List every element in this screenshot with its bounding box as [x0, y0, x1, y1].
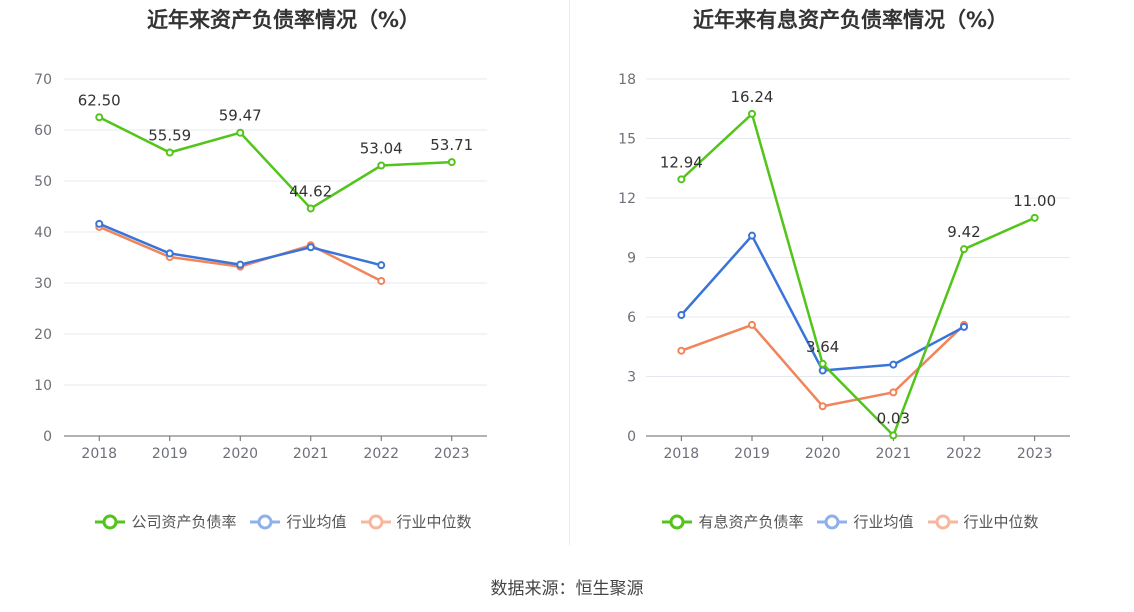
- y-tick-label: 0: [43, 429, 52, 445]
- legend-line-circle-icon: [360, 514, 391, 529]
- data-label: 55.59: [148, 126, 191, 144]
- series-line: [680, 112, 1036, 437]
- data-label: 9.42: [947, 223, 980, 241]
- data-label: 59.47: [219, 107, 262, 125]
- legend-line-circle-icon: [95, 514, 126, 529]
- data-label: 53.71: [430, 136, 473, 154]
- legend-item-industry-mean[interactable]: 行业均值: [817, 511, 914, 532]
- x-tick-label: 2018: [664, 446, 700, 462]
- x-tick-label: 2022: [946, 446, 982, 462]
- x-tick-label: 2021: [293, 446, 329, 462]
- data-point: [165, 249, 174, 258]
- legend-line-circle-icon: [662, 514, 693, 529]
- data-point: [306, 204, 315, 213]
- x-tick-label: 2023: [1017, 446, 1053, 462]
- y-tick-label: 15: [618, 132, 636, 148]
- data-point: [95, 219, 104, 228]
- data-point: [677, 311, 686, 320]
- data-source-footer: 数据来源：恒生聚源: [490, 579, 644, 599]
- data-point: [447, 158, 456, 167]
- chart-title: 近年来有息资产负债率情况（%）: [692, 8, 1009, 32]
- x-tick-label: 2020: [222, 446, 258, 462]
- legend: 有息资产负债率 行业均值 行业中位数: [567, 511, 1134, 532]
- data-point: [748, 320, 756, 329]
- x-tick-label: 2022: [363, 446, 399, 462]
- legend-label: 行业中位数: [396, 513, 472, 531]
- y-tick-label: 30: [34, 276, 52, 292]
- legend-item-interest-debt[interactable]: 有息资产负债率: [662, 511, 803, 532]
- data-label: 11.00: [1013, 192, 1056, 210]
- y-tick-label: 0: [627, 429, 636, 445]
- data-point: [818, 366, 827, 375]
- x-tick-label: 2023: [434, 446, 470, 462]
- legend-item-company[interactable]: 公司资产负债率: [95, 511, 236, 532]
- legend-item-industry-median[interactable]: 行业中位数: [360, 511, 472, 532]
- legend-item-industry-mean[interactable]: 行业均值: [250, 511, 347, 532]
- data-point: [889, 431, 898, 440]
- legend-label: 有息资产负债率: [698, 513, 804, 531]
- y-tick-label: 9: [627, 251, 636, 267]
- y-tick-label: 60: [34, 123, 52, 139]
- x-tick-label: 2019: [734, 446, 770, 462]
- legend: 公司资产负债率 行业均值 行业中位数: [0, 511, 567, 532]
- data-point: [377, 261, 386, 270]
- data-point: [748, 109, 756, 118]
- legend-label: 行业中位数: [963, 513, 1039, 531]
- y-tick-label: 3: [627, 370, 636, 386]
- data-label: 44.62: [289, 182, 332, 200]
- legend-line-circle-icon: [250, 514, 281, 529]
- data-point: [165, 148, 174, 157]
- data-point: [95, 113, 104, 122]
- y-tick-label: 6: [627, 310, 636, 326]
- y-tick-label: 18: [618, 72, 636, 88]
- legend-item-industry-median[interactable]: 行业中位数: [927, 511, 1039, 532]
- data-point: [960, 245, 968, 254]
- y-tick-label: 10: [34, 378, 52, 394]
- data-point: [889, 360, 898, 369]
- chart-panel-debt-ratio: 近年来资产负债率情况（%） 0 10 20 30 40 50 60 70 2018 2019 202…: [0, 0, 567, 560]
- data-point: [818, 359, 827, 368]
- data-point: [236, 128, 245, 137]
- legend-label: 行业均值: [286, 513, 347, 531]
- data-point: [1030, 213, 1039, 222]
- chart-title: 近年来资产负债率情况（%）: [146, 8, 421, 32]
- legend-label: 公司资产负债率: [131, 513, 237, 531]
- x-tick-label: 2019: [152, 446, 188, 462]
- y-tick-label: 50: [34, 174, 52, 190]
- data-label: 3.64: [806, 338, 839, 356]
- data-point: [377, 276, 386, 285]
- data-point: [306, 243, 315, 252]
- legend-label: 行业均值: [853, 513, 914, 531]
- data-point: [818, 402, 827, 411]
- data-label: 53.04: [360, 139, 403, 157]
- data-point: [236, 260, 245, 269]
- series-line: [98, 116, 452, 210]
- chart-panel-interest-debt-ratio: 近年来有息资产负债率情况（%） 0 3 6 9 12 15 18 2018 2019 2020 20…: [567, 0, 1134, 560]
- y-tick-label: 70: [34, 72, 52, 88]
- data-label: 12.94: [660, 153, 703, 171]
- x-tick-label: 2020: [805, 446, 841, 462]
- chart-plot-interest-debt-ratio: 0 3 6 9 12 15 18 2018 2019 2020 2021 2022 2023 12.94 1…: [618, 72, 1070, 462]
- data-label: 16.24: [731, 88, 774, 106]
- x-tick-label: 2018: [81, 446, 117, 462]
- legend-line-circle-icon: [817, 514, 848, 529]
- panel-divider: [569, 0, 570, 545]
- data-point: [677, 346, 686, 355]
- data-point: [748, 231, 756, 240]
- data-point: [960, 322, 968, 331]
- data-point: [677, 175, 686, 184]
- y-tick-label: 20: [34, 327, 52, 343]
- data-point: [889, 388, 898, 397]
- chart-plot-debt-ratio: 0 10 20 30 40 50 60 70 2018 2019 2020 2021 2022 2023 6…: [34, 72, 487, 462]
- y-tick-label: 40: [34, 225, 52, 241]
- data-point: [377, 161, 386, 170]
- y-tick-label: 12: [618, 191, 636, 207]
- x-tick-label: 2021: [876, 446, 912, 462]
- legend-line-circle-icon: [927, 514, 958, 529]
- data-label: 0.03: [877, 409, 910, 427]
- data-label: 62.50: [78, 91, 121, 109]
